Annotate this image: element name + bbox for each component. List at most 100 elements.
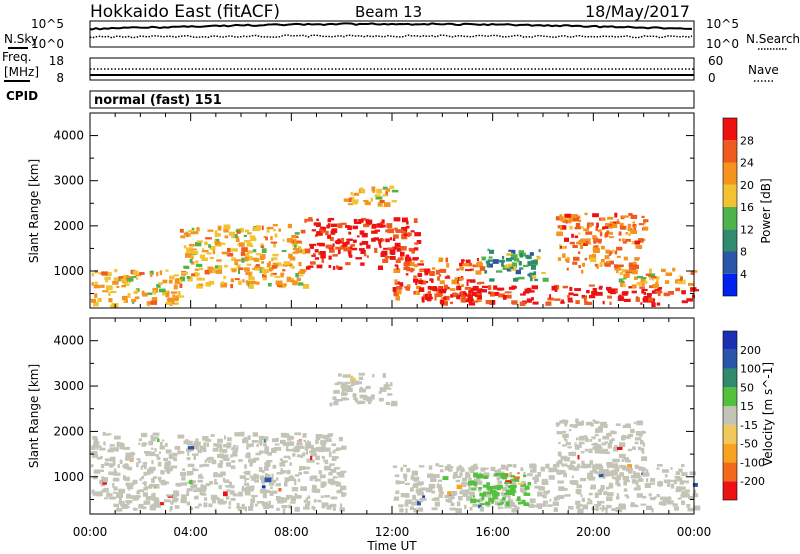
heatmap-cell (329, 503, 337, 508)
heatmap-cell (135, 273, 142, 277)
heatmap-cell (270, 273, 274, 277)
heatmap-cell (513, 476, 520, 479)
heatmap-cell (529, 463, 537, 469)
heatmap-cell (512, 491, 515, 496)
heatmap-cell (557, 225, 562, 229)
freq-unit-label: [MHz] (4, 65, 39, 79)
heatmap-cell (243, 482, 250, 486)
heatmap-cell (650, 477, 656, 482)
heatmap-cell (418, 287, 425, 292)
heatmap-cell (109, 464, 115, 467)
heatmap-cell (276, 477, 279, 481)
heatmap-cell (331, 456, 337, 461)
colorbar-swatch (723, 349, 737, 369)
heatmap-cell (185, 252, 192, 258)
heatmap-cell (351, 243, 355, 247)
heatmap-cell (172, 498, 179, 501)
heatmap-cell (640, 278, 644, 283)
heatmap-cell (341, 237, 345, 243)
heatmap-cell (569, 466, 576, 471)
heatmap-cell (589, 470, 593, 474)
heatmap-cell (234, 448, 238, 453)
heatmap-cell (392, 246, 397, 250)
heatmap-cell (149, 506, 156, 511)
heatmap-cell (108, 298, 113, 303)
heatmap-cell (316, 242, 320, 246)
heatmap-cell (561, 419, 567, 423)
heatmap-cell (492, 496, 496, 500)
heatmap-cell (531, 297, 534, 301)
heatmap-cell (485, 260, 490, 264)
heatmap-cell (594, 447, 601, 452)
heatmap-cell (332, 254, 338, 257)
heatmap-cell (348, 231, 352, 235)
heatmap-cell (294, 240, 302, 243)
heatmap-cell (238, 270, 240, 274)
heatmap-cell (303, 499, 307, 503)
heatmap-cell (253, 458, 257, 463)
heatmap-cell (198, 503, 202, 507)
heatmap-cell (419, 497, 427, 501)
heatmap-cell (387, 393, 393, 396)
heatmap-cell (244, 229, 250, 233)
heatmap-cell (599, 231, 603, 237)
heatmap-cell (450, 502, 455, 506)
heatmap-cell (438, 288, 445, 293)
heatmap-cell (417, 481, 424, 486)
heatmap-cell (106, 492, 110, 498)
colorbar-swatch (723, 443, 737, 463)
heatmap-cell (618, 294, 622, 297)
heatmap-cell (486, 482, 490, 486)
heatmap-cell (540, 466, 545, 472)
heatmap-cell (641, 288, 648, 292)
heatmap-cell (247, 435, 251, 440)
heatmap-cell (271, 473, 274, 478)
heatmap-cell (575, 489, 582, 494)
heatmap-cell (380, 238, 383, 243)
heatmap-cell (484, 467, 489, 470)
heatmap-cell (397, 257, 404, 261)
heatmap-cell (218, 453, 224, 457)
heatmap-cell (513, 464, 517, 468)
heatmap-cell (597, 427, 603, 433)
heatmap-cell (409, 506, 414, 510)
heatmap-cell (486, 504, 490, 508)
heatmap-cell (688, 283, 694, 286)
heatmap-cell (542, 277, 549, 282)
heatmap-cell (331, 443, 337, 447)
heatmap-cell (341, 387, 345, 393)
heatmap-cell (471, 488, 477, 491)
heatmap-cell (270, 241, 278, 244)
heatmap-cell (179, 279, 182, 283)
heatmap-cell (371, 238, 376, 242)
velocity-heatmap (90, 372, 701, 514)
heatmap-cell (602, 505, 605, 509)
heatmap-cell (101, 476, 105, 480)
heatmap-cell (334, 481, 339, 485)
heatmap-cell (633, 421, 636, 425)
heatmap-cell (237, 508, 241, 512)
heatmap-cell (340, 470, 347, 473)
heatmap-cell (509, 266, 514, 269)
heatmap-cell (545, 301, 552, 306)
heatmap-cell (309, 243, 316, 246)
heatmap-cell (482, 289, 487, 293)
heatmap-cell (118, 500, 125, 505)
heatmap-cell (475, 480, 483, 485)
heatmap-cell (521, 481, 526, 484)
heatmap-cell (631, 240, 637, 245)
heatmap-cell (220, 471, 226, 476)
heatmap-cell (214, 232, 219, 237)
colorbar-tick-label: -15 (740, 419, 758, 432)
heatmap-cell (347, 203, 354, 206)
heatmap-cell (249, 235, 256, 238)
heatmap-cell (104, 462, 110, 466)
heatmap-cell (161, 439, 165, 442)
heatmap-cell (297, 271, 301, 274)
heatmap-cell (615, 480, 619, 485)
heatmap-cell (241, 247, 248, 252)
heatmap-cell (195, 272, 200, 277)
heatmap-cell (208, 503, 213, 508)
heatmap-cell (325, 438, 332, 442)
heatmap-cell (341, 397, 347, 401)
